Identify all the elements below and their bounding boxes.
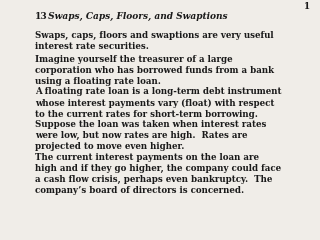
Text: Suppose the loan was taken when interest rates
were low, but now rates are high.: Suppose the loan was taken when interest… <box>35 120 266 151</box>
Text: Imagine yourself the treasurer of a large
corporation who has borrowed funds fro: Imagine yourself the treasurer of a larg… <box>35 55 274 86</box>
Text: Swaps, Caps, Floors, and Swaptions: Swaps, Caps, Floors, and Swaptions <box>45 12 228 21</box>
Text: 1: 1 <box>304 2 310 11</box>
Text: The current interest payments on the loan are
high and if they go higher, the co: The current interest payments on the loa… <box>35 152 281 195</box>
Text: A floating rate loan is a long-term debt instrument
whose interest payments vary: A floating rate loan is a long-term debt… <box>35 88 282 119</box>
Text: 13: 13 <box>35 12 48 21</box>
Text: Swaps, caps, floors and swaptions are very useful
interest rate securities.: Swaps, caps, floors and swaptions are ve… <box>35 31 274 51</box>
